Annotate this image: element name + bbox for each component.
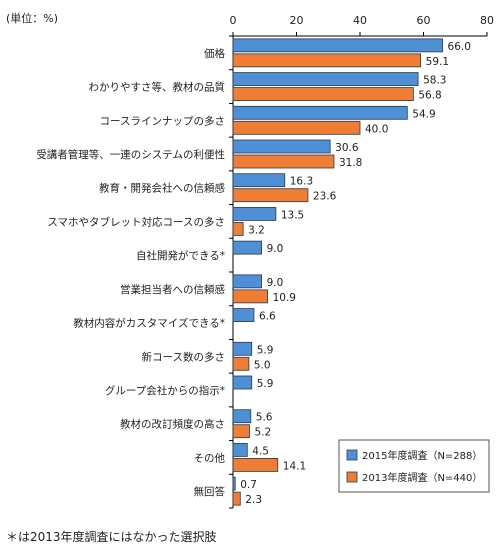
bar-2013: [232, 188, 309, 203]
value-label-2013: 59.1: [426, 56, 449, 68]
category-label: 営業担当者への信頼感: [120, 283, 225, 296]
footnote: ＊は2013年度調査にはなかった選択肢: [6, 530, 217, 544]
value-label-2015: 66.0: [448, 41, 471, 53]
value-label-2015: 0.7: [240, 479, 257, 491]
x-tick-label: 0: [230, 14, 237, 27]
category-label: 受講者管理等、一連のシステムの利便性: [36, 148, 225, 161]
category-label: 教材の改訂頻度の高さ: [120, 418, 225, 431]
x-tick-label: 40: [353, 14, 367, 27]
category-label: わかりやすさ等、教材の品質: [89, 81, 226, 94]
bar-2015: [232, 375, 253, 390]
legend-swatch-2015: [346, 449, 358, 461]
bar-2013: [232, 154, 335, 169]
bar-2013: [232, 120, 361, 135]
value-label-2015: 9.0: [267, 277, 284, 289]
bar-2015: [232, 341, 253, 356]
category-label: 教材内容がカスタマイズできる*: [73, 317, 225, 330]
value-label-2015: 16.3: [290, 176, 313, 188]
legend-swatch-2013: [346, 471, 358, 483]
value-label-2013: 5.0: [254, 359, 271, 371]
bar-2015: [232, 476, 236, 491]
value-label-2013: 31.8: [339, 157, 362, 169]
x-tick-label: 80: [480, 14, 494, 27]
category-label: 自社開発ができる*: [136, 249, 225, 262]
bar-2013: [232, 491, 241, 506]
bar-2015: [232, 139, 331, 154]
bar-2015: [232, 240, 262, 255]
category-label: その他: [194, 451, 226, 464]
bar-2015: [232, 38, 443, 53]
value-label-2015: 6.6: [259, 311, 276, 323]
category-label: 無回答: [194, 485, 226, 498]
value-label-2013: 14.1: [283, 460, 306, 472]
value-label-2015: 54.9: [412, 108, 435, 120]
bar-2015: [232, 274, 262, 289]
value-label-2015: 13.5: [281, 209, 304, 221]
category-label: 価格: [204, 47, 225, 60]
value-label-2013: 23.6: [313, 191, 337, 203]
bar-2015: [232, 207, 277, 221]
value-label-2013: 40.0: [365, 123, 388, 135]
category-label: 教育・開発会社への信頼感: [99, 182, 225, 195]
value-label-2015: 5.9: [257, 378, 274, 390]
bar-2015: [232, 308, 255, 322]
bar-2015: [232, 443, 248, 457]
legend-label-2015: 2015年度調査（N=288）: [362, 449, 482, 462]
value-label-2015: 30.6: [335, 142, 359, 154]
value-label-2015: 9.0: [267, 243, 284, 255]
bar-2015: [232, 72, 419, 86]
x-tick-label: 60: [417, 14, 431, 27]
category-label: 新コース数の多さ: [142, 350, 225, 363]
legend-box: [338, 439, 490, 493]
value-label-2013: 3.2: [248, 224, 265, 236]
bar-2013: [232, 289, 269, 304]
value-label-2015: 5.9: [257, 344, 274, 356]
bar-2013: [232, 222, 244, 236]
value-label-2013: 2.3: [245, 494, 262, 506]
category-label: コースラインナップの多さ: [100, 114, 225, 127]
value-label-2015: 4.5: [252, 445, 269, 457]
category-label: スマホやタブレット対応コースの多さ: [47, 215, 225, 228]
bar-2013: [232, 87, 414, 101]
bar-2015: [232, 409, 252, 424]
bar-2013: [232, 53, 422, 68]
value-label-2013: 10.9: [273, 292, 296, 304]
legend-label-2013: 2013年度調査（N=440）: [362, 471, 482, 484]
unit-label: (単位：%): [6, 12, 59, 25]
value-label-2015: 5.6: [256, 412, 273, 424]
bar-2013: [232, 458, 279, 472]
value-label-2013: 5.2: [255, 427, 272, 439]
bar-2015: [232, 105, 408, 120]
x-tick-label: 20: [290, 14, 304, 27]
bar-2015: [232, 173, 286, 188]
bar-2013: [232, 424, 250, 439]
category-label: グループ会社からの指示*: [105, 384, 225, 397]
bar-2013: [232, 356, 250, 371]
value-label-2015: 58.3: [423, 75, 446, 87]
value-label-2013: 56.8: [418, 90, 441, 102]
